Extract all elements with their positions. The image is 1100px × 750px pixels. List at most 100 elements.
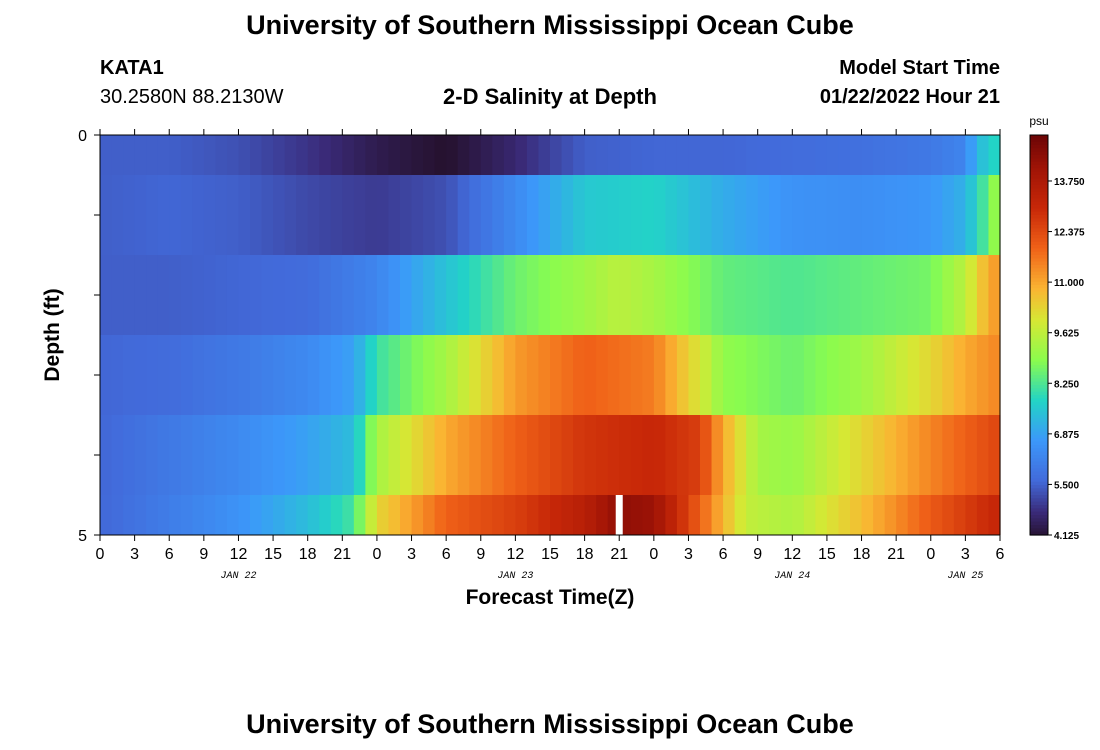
heatmap-cell — [457, 255, 470, 335]
x-tick-label: 18 — [299, 546, 317, 563]
colorbar: 13.750 12.375 11.000 9.625 8.250 6.875 5.500 4.… — [1029, 114, 1085, 542]
heatmap-cell — [307, 255, 320, 335]
heatmap-cell — [238, 255, 251, 335]
heatmap-cell — [884, 495, 897, 535]
heatmap-cell — [584, 495, 597, 535]
heatmap-cell — [411, 335, 424, 415]
x-tick-label: 12 — [783, 546, 801, 563]
heatmap-cell — [238, 335, 251, 415]
heatmap-cell — [180, 495, 193, 535]
heatmap-cell — [803, 255, 816, 335]
heatmap-cell — [250, 255, 263, 335]
heatmap-cell — [953, 415, 966, 495]
heatmap-cell — [215, 255, 228, 335]
y-tick-label: 0 — [78, 128, 87, 145]
colorbar-segment — [1030, 375, 1048, 379]
colorbar-segment — [1030, 141, 1048, 146]
heatmap-cell — [676, 495, 690, 535]
heatmap-cell — [826, 335, 840, 415]
heatmap-cell — [342, 175, 355, 255]
colorbar-segment — [1030, 508, 1048, 513]
colorbar-segment — [1030, 388, 1048, 393]
x-tick-label: 12 — [506, 546, 524, 563]
heatmap-cell — [296, 415, 309, 495]
colorbar-segment — [1030, 185, 1048, 189]
heatmap-cell — [700, 135, 713, 175]
heatmap-cell — [319, 495, 332, 535]
heatmap-cell — [353, 415, 366, 495]
colorbar-segment — [1030, 518, 1048, 523]
colorbar-segment — [1030, 281, 1048, 286]
heatmap-cell — [665, 415, 678, 495]
heatmap-cell — [111, 175, 124, 255]
heatmap-cell — [111, 415, 124, 495]
heatmap-cell — [584, 175, 597, 255]
colorbar-segment — [1030, 191, 1048, 196]
heatmap-cell — [757, 335, 770, 415]
heatmap-cell — [192, 135, 205, 175]
x-tick-label: 0 — [649, 546, 658, 563]
heatmap-cell — [330, 255, 343, 335]
heatmap-cell — [896, 255, 909, 335]
heatmap-cell — [953, 135, 966, 175]
heatmap-cell — [284, 135, 297, 175]
heatmap-cell — [203, 135, 216, 175]
x-tick-label: 6 — [996, 546, 1005, 563]
station-id: KATA1 — [100, 57, 164, 79]
colorbar-tick-label: 4.125 — [1054, 531, 1079, 542]
heatmap-cell — [607, 415, 620, 495]
heatmap-cell — [838, 335, 851, 415]
heatmap-cell — [492, 135, 505, 175]
x-tick-label: 0 — [96, 546, 105, 563]
heatmap-cell — [930, 335, 943, 415]
heatmap-cell — [330, 335, 343, 415]
heatmap-cell — [480, 495, 493, 535]
heatmap-cell — [134, 175, 147, 255]
heatmap-cell — [930, 135, 943, 175]
heatmap-cell — [965, 415, 978, 495]
heatmap-cell — [896, 175, 909, 255]
colorbar-segment — [1030, 405, 1048, 409]
heatmap-cells — [100, 135, 1001, 535]
heatmap-cell — [769, 335, 782, 415]
colorbar-segment — [1030, 391, 1048, 396]
heatmap-cell — [457, 415, 470, 495]
heatmap-cell — [550, 415, 563, 495]
heatmap-cell — [480, 135, 493, 175]
heatmap-cell — [157, 135, 170, 175]
heatmap-cell — [146, 415, 159, 495]
heatmap-cell — [411, 415, 424, 495]
heatmap-cell — [861, 335, 874, 415]
heatmap-cell — [561, 415, 574, 495]
x-tick-label: 9 — [753, 546, 762, 563]
heatmap-cell — [711, 335, 724, 415]
heatmap-cell — [503, 175, 516, 255]
colorbar-segment — [1030, 308, 1048, 313]
heatmap-cell — [284, 175, 297, 255]
heatmap-cell — [192, 335, 205, 415]
heatmap-cell — [850, 175, 863, 255]
heatmap-cell — [376, 175, 390, 255]
heatmap-cell — [584, 135, 597, 175]
heatmap-cell — [711, 255, 724, 335]
heatmap-cell — [596, 495, 609, 535]
heatmap-cell — [942, 255, 955, 335]
colorbar-segment — [1030, 148, 1048, 153]
colorbar-segment — [1030, 471, 1048, 476]
x-tick-label: 15 — [264, 546, 282, 563]
heatmap-cell — [780, 135, 793, 175]
heatmap-cell — [400, 415, 413, 495]
heatmap-cell — [942, 175, 955, 255]
heatmap-cell — [469, 255, 482, 335]
heatmap-cell — [423, 335, 436, 415]
y-axis: 05 — [78, 128, 100, 545]
heatmap-cell — [988, 415, 1001, 495]
heatmap-cell — [515, 135, 528, 175]
y-axis-title: Depth (ft) — [41, 288, 64, 381]
heatmap-cell — [411, 135, 424, 175]
heatmap-cell — [515, 255, 528, 335]
heatmap-cell — [826, 175, 840, 255]
colorbar-segment — [1030, 255, 1048, 259]
colorbar-segment — [1030, 138, 1048, 143]
heatmap-cell — [561, 335, 574, 415]
